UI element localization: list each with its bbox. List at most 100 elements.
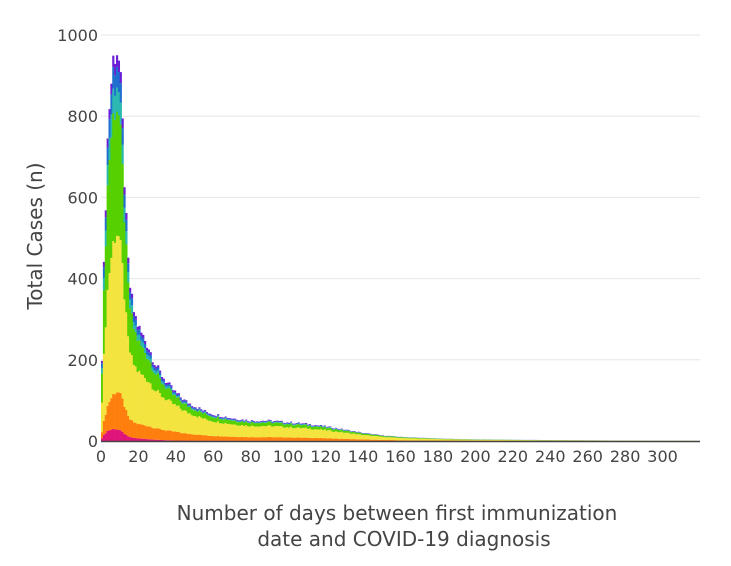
bar-day-80-band-7 [251,420,253,421]
bar-day-41-band-6 [178,395,180,396]
bar-day-11-band-1 [122,432,124,441]
bar-day-4-band-5 [108,138,110,160]
bar-day-68-band-2 [228,437,230,441]
bar-day-20-band-3 [138,371,140,424]
bar-day-60-band-7 [213,415,215,416]
bar-day-0-band-7 [101,361,103,363]
bar-day-93-band-4 [275,423,277,426]
bar-day-236-band-3 [543,440,545,441]
bar-day-102-band-3 [292,428,294,438]
bar-day-18-band-1 [135,438,137,441]
bar-day-48-band-7 [191,406,193,407]
bar-day-105-band-2 [298,437,300,440]
bar-day-121-band-3 [327,430,329,438]
bar-day-54-band-2 [202,435,204,440]
bar-day-91-band-2 [271,437,273,440]
bar-day-78-band-2 [247,437,249,441]
bar-day-70-band-5 [232,420,234,421]
bar-day-17-band-6 [133,316,135,322]
bar-day-21-band-6 [140,336,142,341]
bar-day-61-band-7 [215,416,217,417]
bar-day-10-band-6 [120,83,122,102]
bar-day-185-band-3 [447,439,449,440]
bar-day-83-band-4 [256,423,258,426]
bar-day-63-band-4 [219,419,221,423]
bar-day-50-band-5 [195,409,197,410]
bar-day-92-band-7 [273,421,275,422]
bar-day-15-band-4 [129,308,131,352]
bar-day-90-band-6 [269,421,271,422]
bar-day-69-band-2 [230,437,232,441]
bar-day-150-band-3 [382,437,384,440]
bar-day-32-band-4 [161,384,163,397]
bar-day-25-band-2 [148,426,150,439]
bar-day-137-band-3 [357,434,359,439]
bar-day-39-band-5 [174,394,176,396]
bar-day-227-band-3 [526,440,528,441]
bar-day-38-band-5 [172,393,174,395]
bar-day-73-band-4 [238,422,240,426]
bar-day-91-band-3 [271,427,273,438]
bar-day-36-band-6 [168,384,170,386]
bar-day-120-band-2 [326,438,328,441]
bar-day-136-band-3 [356,434,358,439]
bar-day-119-band-2 [324,438,326,441]
bar-day-239-band-3 [548,440,550,441]
x-tick-label-60: 60 [203,447,223,466]
bar-day-31-band-4 [159,378,161,393]
bar-day-42-band-6 [180,399,182,400]
bar-day-9-band-1 [118,430,120,441]
bar-day-59-band-6 [211,416,213,417]
bar-day-213-band-3 [500,440,502,441]
bar-day-197-band-3 [470,440,472,441]
bar-day-91-band-4 [271,424,273,427]
bar-day-51-band-6 [196,410,198,411]
bar-day-16-band-1 [131,437,133,441]
bar-day-29-band-6 [155,369,157,372]
bar-day-105-band-5 [298,423,300,424]
bar-day-39-band-7 [174,391,176,393]
bar-day-2-band-5 [105,231,107,247]
bar-day-70-band-4 [232,421,234,425]
bar-day-54-band-5 [202,413,204,414]
bar-day-11-band-5 [122,145,124,164]
bar-day-43-band-2 [181,433,183,440]
bar-day-37-band-5 [170,389,172,391]
bar-day-72-band-4 [236,422,238,426]
bar-day-90-band-4 [269,422,271,426]
bar-day-174-band-3 [427,439,429,441]
bar-day-60-band-3 [213,422,215,436]
bar-day-105-band-7 [298,422,300,423]
bar-day-69-band-5 [230,420,232,421]
bar-day-51-band-2 [196,435,198,441]
bar-day-85-band-6 [260,422,262,423]
bar-day-158-band-3 [397,438,399,440]
bar-day-168-band-4 [415,438,417,439]
bar-day-92-band-4 [273,423,275,426]
bar-day-201-band-3 [477,440,479,441]
bar-day-82-band-2 [254,437,256,440]
bar-day-0-band-5 [101,368,103,374]
bar-day-1-band-1 [103,435,105,441]
bar-day-55-band-2 [204,435,206,441]
bar-day-62-band-5 [217,416,219,417]
bar-day-4-band-6 [108,119,110,138]
bar-day-141-band-2 [365,439,367,440]
bar-day-1-band-7 [103,262,105,267]
bar-day-77-band-2 [245,437,247,441]
bar-day-83-band-7 [256,421,258,422]
bar-day-13-band-7 [125,213,127,220]
bar-day-67-band-3 [226,424,228,437]
x-tick-label-40: 40 [166,447,186,466]
bar-day-21-band-1 [140,439,142,441]
bar-day-26-band-6 [150,355,152,359]
bar-day-2-band-2 [105,415,107,434]
bar-day-104-band-7 [296,423,298,424]
bar-day-27-band-2 [152,428,154,439]
bar-day-109-band-4 [305,425,307,428]
bar-day-224-band-3 [520,440,522,441]
bar-day-30-band-5 [157,370,159,373]
bar-day-29-band-4 [155,375,157,392]
bar-day-86-band-4 [262,423,264,426]
bar-day-57-band-6 [208,414,210,415]
